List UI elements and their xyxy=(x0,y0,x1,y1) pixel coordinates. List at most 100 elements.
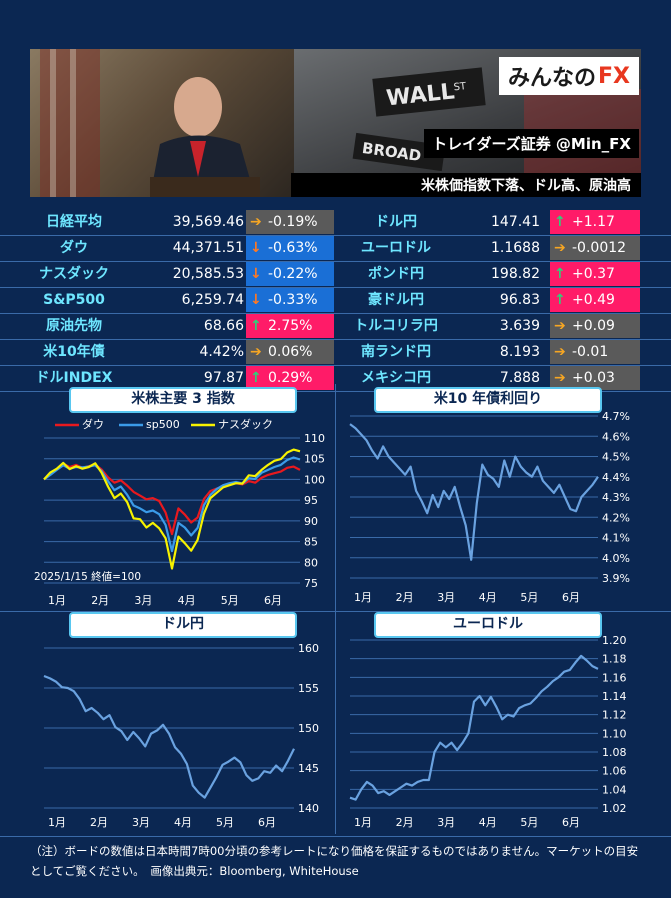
series-line-0 xyxy=(43,674,295,799)
y-tick-label: 4.3% xyxy=(602,491,630,504)
change-value: 2.75% xyxy=(268,318,313,334)
logo-text: みんなの xyxy=(507,66,596,91)
y-tick-label: 155 xyxy=(298,682,319,695)
legend-label: ダウ xyxy=(82,417,104,431)
series-line-2 xyxy=(43,448,301,570)
y-tick-label: 4.4% xyxy=(602,471,630,484)
x-tick-label: 5月 xyxy=(520,591,538,604)
y-tick-label: 4.2% xyxy=(602,511,630,524)
arrow-down-icon: ↓ xyxy=(250,240,262,256)
y-tick-label: 1.16 xyxy=(602,671,627,684)
instrument-value: 20,585.53 xyxy=(172,266,244,282)
arrow-up-icon: ↑ xyxy=(250,370,262,386)
headline: 米株価指数下落、ドル高、原油高 xyxy=(291,173,641,197)
instrument-value: 4.42% xyxy=(199,344,244,360)
chart-eurusd: 1.02 1.04 1.06 1.08 1.10 1.12 1.14 1.16 1.18 1.20… xyxy=(349,634,627,829)
x-tick-label: 1月 xyxy=(354,816,372,829)
x-tick-label: 5月 xyxy=(520,816,538,829)
disclaimer-note: （注）ボードの数値は日本時間7時00分頃の参考レートになり価格を保証するものでは… xyxy=(30,844,639,878)
board-row: 原油先物 68.66 ↑ 2.75% トルコリラ円 3.639 ➔ +0.09 xyxy=(0,314,671,340)
x-tick-label: 3月 xyxy=(132,816,150,829)
change-value: -0.33% xyxy=(268,292,318,308)
y-tick-label: 1.10 xyxy=(602,727,627,740)
y-tick-label: 75 xyxy=(304,577,318,590)
arrow-up-icon: ↑ xyxy=(554,214,566,230)
board-row: ダウ 44,371.51 ↓ -0.63% ユーロドル 1.1688 ➔ -0.0012 xyxy=(0,236,671,262)
x-tick-label: 2月 xyxy=(91,594,109,607)
chart-us10y: 3.9% 4.0% 4.1% 4.2% 4.3% 4.4% 4.5% 4.6% 4.7% 1月 2月… xyxy=(349,410,630,604)
board-row: 米10年債 4.42% ➔ 0.06% 南ランド円 8.193 ➔ -0.01 xyxy=(0,340,671,366)
change-cell: ↓ -0.33% xyxy=(246,288,334,312)
x-tick-label: 4月 xyxy=(479,591,497,604)
y-tick-label: 4.5% xyxy=(602,451,630,464)
x-tick-label: 6月 xyxy=(264,594,282,607)
y-tick-label: 100 xyxy=(304,473,325,486)
x-tick-label: 3月 xyxy=(437,591,455,604)
photo-silhouette xyxy=(40,49,260,197)
y-tick-label: 4.7% xyxy=(602,410,630,423)
charts-horizontal-divider xyxy=(0,611,671,612)
x-tick-label: 1月 xyxy=(354,591,372,604)
y-tick-label: 4.1% xyxy=(602,532,630,545)
instrument-value: 39,569.46 xyxy=(172,214,244,230)
instrument-name: 豪ドル円 xyxy=(368,292,424,308)
change-value: +1.17 xyxy=(572,214,615,230)
footer: （注）ボードの数値は日本時間7時00分頃の参考レートになり価格を保証するものでは… xyxy=(0,836,671,898)
change-value: +0.49 xyxy=(572,292,615,308)
legend-box xyxy=(40,413,288,431)
y-tick-label: 1.08 xyxy=(602,746,627,759)
header-banner: WALL ST BROAD みんなの FX トレイダーズ証券 @Min_FX 米株… xyxy=(30,49,641,197)
charts-area: 米株主要 3 指数 米10 年債利回り ドル円 ユーロドル 75 80 85 90 95… xyxy=(0,384,671,834)
change-value: -0.19% xyxy=(268,214,318,230)
x-tick-label: 1月 xyxy=(48,594,66,607)
chart-legend: ダウ sp500 ナスダック xyxy=(40,413,288,431)
x-tick-label: 4月 xyxy=(479,816,497,829)
change-value: -0.63% xyxy=(268,240,318,256)
arrow-up-icon: ↑ xyxy=(554,292,566,308)
y-tick-label: 80 xyxy=(304,556,318,569)
instrument-name: 南ランド円 xyxy=(361,344,431,360)
change-cell: ➔ -0.01 xyxy=(550,340,640,364)
y-tick-label: 105 xyxy=(304,453,325,466)
change-cell: ↑ +0.37 xyxy=(550,262,640,286)
chart-title-eurusd: ユーロドル xyxy=(374,612,602,638)
y-tick-label: 1.04 xyxy=(602,783,627,796)
chart-title-usdjpy: ドル円 xyxy=(69,612,297,638)
arrow-right-icon: ➔ xyxy=(250,344,262,360)
y-tick-label: 1.02 xyxy=(602,802,627,815)
y-tick-label: 3.9% xyxy=(602,572,630,585)
board-row: 日経平均 39,569.46 ➔ -0.19% ドル円 147.41 ↑ +1.17 xyxy=(0,210,671,236)
svg-text:ST: ST xyxy=(453,81,467,93)
y-tick-label: 140 xyxy=(298,802,319,815)
chart-note: 2025/1/15 終値=100 xyxy=(34,570,141,583)
change-value: 0.29% xyxy=(268,370,313,386)
arrow-right-icon: ➔ xyxy=(554,344,566,360)
y-tick-label: 4.6% xyxy=(602,430,630,443)
y-tick-label: 1.14 xyxy=(602,690,627,703)
series-line-1 xyxy=(43,456,301,553)
change-cell: ↓ -0.63% xyxy=(246,236,334,260)
x-tick-label: 4月 xyxy=(174,816,192,829)
x-tick-label: 3月 xyxy=(134,594,152,607)
instrument-value: 44,371.51 xyxy=(172,240,244,256)
x-tick-label: 6月 xyxy=(562,591,580,604)
chart-title-us-stocks: 米株主要 3 指数 xyxy=(69,387,297,413)
series-line-0 xyxy=(349,654,599,801)
instrument-name: 日経平均 xyxy=(46,214,102,230)
y-tick-label: 85 xyxy=(304,536,318,549)
arrow-right-icon: ➔ xyxy=(554,370,566,386)
x-tick-label: 2月 xyxy=(90,816,108,829)
change-cell: ↑ +1.17 xyxy=(550,210,640,234)
instrument-name: 米10年債 xyxy=(43,344,105,360)
arrow-up-icon: ↑ xyxy=(554,266,566,282)
series-line-0 xyxy=(349,423,599,561)
change-cell: ↑ 2.75% xyxy=(246,314,334,338)
legend-label: sp500 xyxy=(146,418,180,431)
y-tick-label: 1.06 xyxy=(602,765,627,778)
instrument-value: 96.83 xyxy=(499,292,540,308)
change-cell: ➔ +0.09 xyxy=(550,314,640,338)
arrow-right-icon: ➔ xyxy=(554,240,566,256)
instrument-value: 147.41 xyxy=(491,214,540,230)
instrument-name: S&P500 xyxy=(43,292,105,308)
change-value: +0.09 xyxy=(572,318,615,334)
